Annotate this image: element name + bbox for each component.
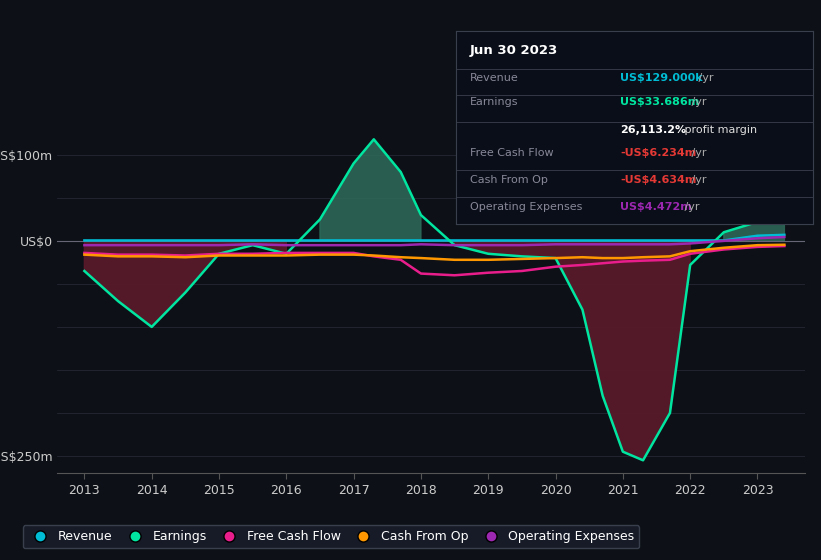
Text: US$4.472m: US$4.472m (620, 202, 691, 212)
Text: /yr: /yr (695, 73, 713, 83)
Text: /yr: /yr (681, 202, 699, 212)
Text: US$33.686m: US$33.686m (620, 97, 699, 108)
Text: -US$6.234m: -US$6.234m (620, 148, 696, 158)
Text: -US$4.634m: -US$4.634m (620, 175, 696, 185)
Text: Earnings: Earnings (470, 97, 518, 108)
Text: Free Cash Flow: Free Cash Flow (470, 148, 553, 158)
Text: Revenue: Revenue (470, 73, 519, 83)
Text: Jun 30 2023: Jun 30 2023 (470, 44, 558, 57)
Text: profit margin: profit margin (681, 124, 757, 134)
Text: Operating Expenses: Operating Expenses (470, 202, 582, 212)
Text: 26,113.2%: 26,113.2% (620, 124, 686, 134)
Legend: Revenue, Earnings, Free Cash Flow, Cash From Op, Operating Expenses: Revenue, Earnings, Free Cash Flow, Cash … (23, 525, 640, 548)
Text: Cash From Op: Cash From Op (470, 175, 548, 185)
Text: US$129.000k: US$129.000k (620, 73, 703, 83)
Text: /yr: /yr (688, 148, 706, 158)
Text: /yr: /yr (688, 175, 706, 185)
Text: /yr: /yr (688, 97, 706, 108)
